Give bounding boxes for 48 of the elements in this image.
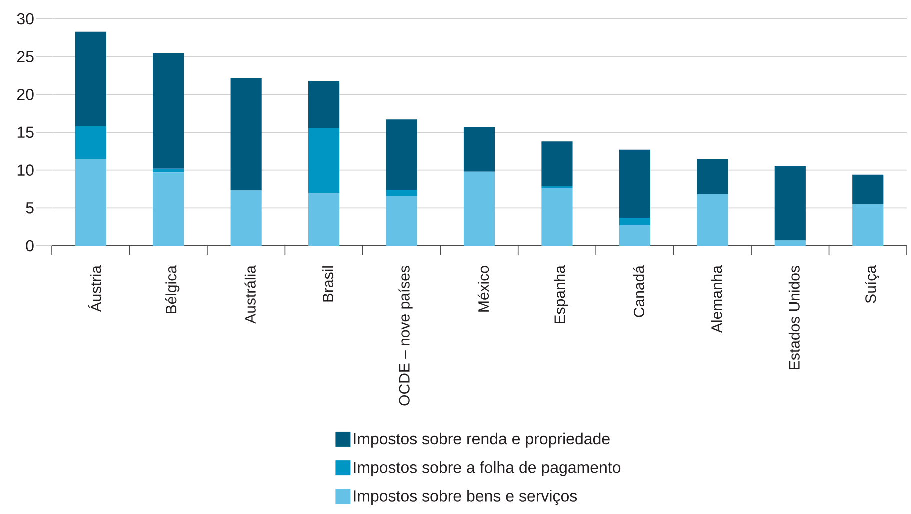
bar (75, 32, 106, 126)
y-tick-label: 15 (18, 126, 34, 138)
x-tick-label: Suíça (865, 266, 880, 304)
bar (386, 120, 418, 190)
x-tick-label: Canadá (633, 266, 645, 318)
y-tick-label: 20 (17, 89, 34, 100)
bar (308, 128, 340, 194)
legend-label: Impostos sobre bens e serviços (354, 490, 578, 506)
y-tick-label: 10 (18, 164, 34, 176)
bar (542, 142, 573, 186)
bar (464, 127, 496, 172)
bar (75, 158, 106, 246)
bar (153, 53, 184, 169)
bar (230, 190, 262, 246)
legend-label: Impostos sobre a folha de pagamento (354, 462, 621, 476)
y-tick-label: 0 (26, 240, 34, 252)
x-tick-label: Espanha (554, 266, 568, 324)
x-tick-label: Alemanha (711, 266, 722, 334)
x-tick-label: Áustria (88, 266, 102, 312)
x-tick-label: Estados Unidos (788, 266, 800, 370)
bar (75, 126, 106, 159)
x-tick-label: México (478, 266, 490, 312)
x-tick-label: Brasil (322, 266, 334, 302)
y-tick-label: 25 (17, 51, 34, 62)
bar (153, 172, 184, 246)
bar (386, 190, 418, 196)
bar (697, 158, 728, 195)
bar (542, 188, 573, 246)
bar (230, 78, 262, 191)
bar (386, 196, 418, 246)
y-tick-label: 5 (26, 202, 34, 214)
legend-label: Impostos sobre renda e propriedade (354, 432, 610, 448)
bar (464, 172, 496, 246)
bar (308, 81, 340, 128)
bar (619, 150, 650, 218)
bar (774, 166, 806, 241)
y-tick-label: 30 (17, 13, 34, 25)
bar (153, 168, 184, 173)
x-tick-label: Bélgica (166, 266, 180, 314)
bar (852, 204, 884, 246)
bar (619, 226, 650, 246)
bar (774, 240, 806, 246)
x-tick-label: Austrália (244, 266, 256, 324)
bar (619, 218, 650, 226)
x-tick-label: OCDE – nove países (398, 266, 413, 406)
bar (852, 174, 884, 204)
bar (697, 194, 728, 246)
bar (308, 193, 340, 246)
